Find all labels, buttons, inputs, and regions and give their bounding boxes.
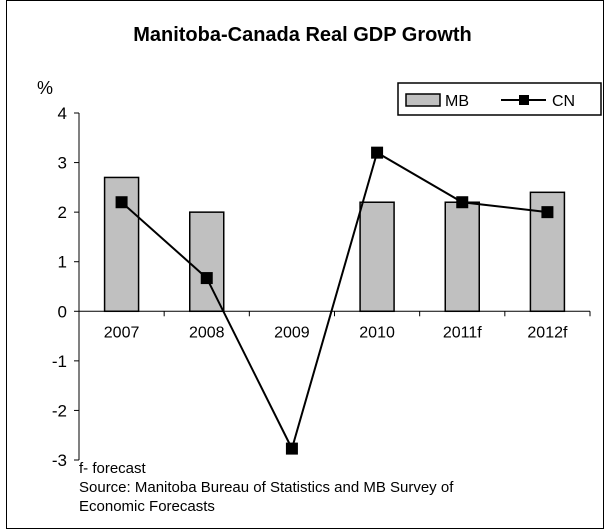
y-axis-tick-label: -3 bbox=[52, 451, 67, 470]
x-axis-category-label: 2009 bbox=[274, 324, 310, 341]
footnote-forecast-note: f- forecast bbox=[79, 460, 146, 477]
chart-footnote: f- forecast Source: Manitoba Bureau of S… bbox=[79, 459, 453, 516]
x-axis-category-label: 2008 bbox=[189, 324, 225, 341]
point-cn-2010 bbox=[371, 146, 384, 159]
x-axis-category-label: 2012f bbox=[527, 324, 568, 341]
y-axis-tick-label: 4 bbox=[58, 104, 67, 123]
y-axis-tick-label: 2 bbox=[58, 203, 67, 222]
y-axis-tick-label: 0 bbox=[58, 302, 67, 321]
bar-mb-2010 bbox=[359, 201, 395, 313]
chart-title: Manitoba-Canada Real GDP Growth bbox=[133, 24, 472, 46]
legend-mb-label: MB bbox=[445, 93, 469, 110]
point-cn-2012f bbox=[541, 206, 554, 219]
bar-mb-2012f bbox=[529, 191, 566, 313]
x-axis-category-label: 2010 bbox=[359, 324, 395, 341]
x-axis-category-label: 2011f bbox=[443, 324, 482, 341]
chart-frame bbox=[6, 0, 604, 529]
y-axis-tick-label: -2 bbox=[52, 401, 67, 420]
y-axis-tick-label: -1 bbox=[52, 352, 67, 371]
y-axis-tick-label: 1 bbox=[58, 253, 67, 272]
x-axis-category-label: 2007 bbox=[104, 324, 140, 341]
footnote-source-line-2: Economic Forecasts bbox=[79, 498, 215, 515]
point-cn-2007 bbox=[115, 196, 128, 209]
legend-mb-swatch bbox=[405, 93, 441, 107]
y-axis-unit-label: % bbox=[37, 78, 54, 98]
point-cn-2008 bbox=[200, 272, 213, 285]
line-cn bbox=[120, 151, 548, 452]
bar-mb-2011f bbox=[444, 201, 480, 313]
legend-cn-label: CN bbox=[552, 93, 575, 110]
bar-mb-2008 bbox=[189, 211, 225, 313]
legend-cn-marker bbox=[519, 95, 529, 105]
y-axis-tick-label: 3 bbox=[58, 154, 67, 173]
footnote-source-line-1: Source: Manitoba Bureau of Statistics an… bbox=[79, 479, 454, 496]
point-cn-2011f bbox=[456, 196, 469, 209]
point-cn-2009 bbox=[285, 442, 298, 455]
